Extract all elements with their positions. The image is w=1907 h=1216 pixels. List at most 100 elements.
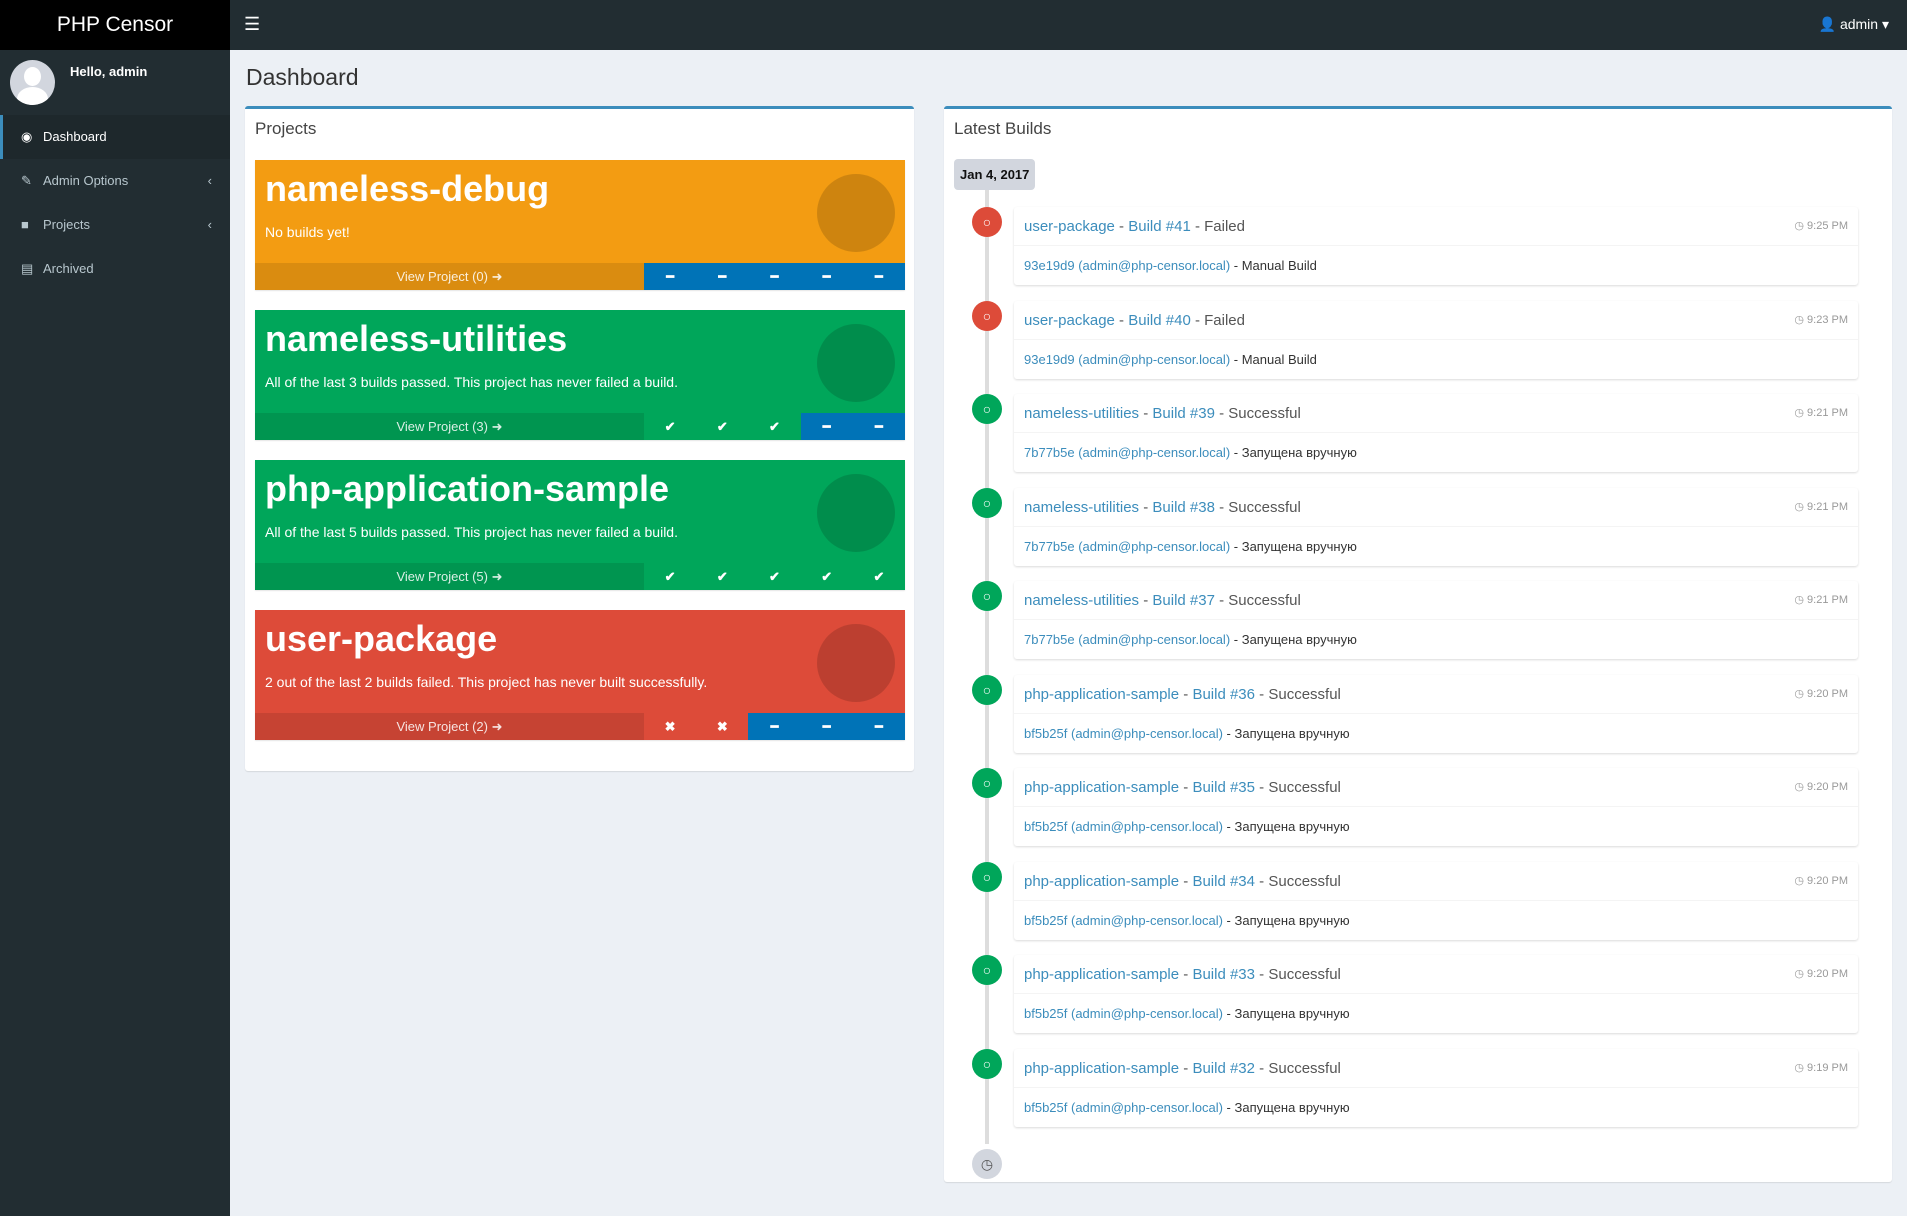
- build-link[interactable]: Build #35: [1192, 779, 1255, 796]
- build-source: Запущена вручную: [1234, 725, 1350, 741]
- view-project-link[interactable]: View Project (5) ➜: [255, 563, 644, 590]
- project-link[interactable]: nameless-utilities: [1024, 498, 1140, 516]
- build-link[interactable]: Build #38: [1152, 498, 1215, 516]
- build-status-ok[interactable]: ✔: [696, 563, 749, 590]
- build-link[interactable]: Build #40: [1128, 311, 1191, 329]
- build-status-none[interactable]: ━: [748, 713, 801, 740]
- build-status-ok[interactable]: ✔: [852, 563, 906, 590]
- view-project-link[interactable]: View Project (3) ➜: [255, 413, 644, 440]
- build-status-ok[interactable]: ✔: [644, 413, 697, 440]
- build-status-fail[interactable]: ✖: [696, 713, 749, 740]
- build-status-none[interactable]: ━: [748, 263, 801, 290]
- build-link[interactable]: Build #33: [1192, 966, 1255, 983]
- view-project-link[interactable]: View Project (2) ➜: [255, 713, 644, 740]
- build-link[interactable]: Build #41: [1128, 218, 1191, 235]
- greeting: Hello, admin: [70, 64, 148, 79]
- archive-icon: ▤: [21, 261, 34, 276]
- build-status-ok[interactable]: ✔: [748, 413, 801, 440]
- build-status-none[interactable]: ━: [852, 713, 906, 740]
- project-name[interactable]: nameless-debug: [265, 168, 550, 209]
- latest-builds-box: Latest Builds Jan 4, 2017 ○ user-package…: [944, 106, 1892, 1182]
- commit-link[interactable]: 93e19d9 (admin@php-censor.local): [1024, 351, 1231, 367]
- arrow-circle-right-icon: ➜: [491, 419, 503, 434]
- sidebar-item-admin-options[interactable]: ✎ Admin Options ‹: [0, 159, 230, 203]
- project-link[interactable]: nameless-utilities: [1024, 405, 1140, 422]
- project-name[interactable]: nameless-utilities: [265, 318, 568, 359]
- view-project-link[interactable]: View Project (0) ➜: [255, 263, 644, 290]
- build-time: ◷ 9:21 PM: [1794, 407, 1848, 419]
- project-card: user-package 2 out of the last 2 builds …: [255, 610, 906, 740]
- commit-link[interactable]: bf5b25f (admin@php-censor.local): [1024, 819, 1223, 834]
- project-link[interactable]: nameless-utilities: [1024, 592, 1140, 609]
- build-source: Запущена вручную: [1234, 819, 1350, 834]
- project-name[interactable]: php-application-sample: [265, 468, 670, 509]
- commit-link[interactable]: 7b77b5e (admin@php-censor.local): [1024, 538, 1231, 554]
- timeline-item: ○ nameless-utilities - Build #37 - Succe…: [944, 581, 1892, 674]
- build-status-ok[interactable]: ✔: [748, 563, 801, 590]
- timeline-item: ○ php-application-sample - Build #34 - S…: [944, 861, 1892, 955]
- build-status-fail[interactable]: ✖: [644, 713, 697, 740]
- build-status-none[interactable]: ━: [644, 263, 697, 290]
- project-link[interactable]: php-application-sample: [1024, 966, 1180, 983]
- timeline-item: ○ php-application-sample - Build #36 - S…: [944, 674, 1892, 768]
- build-status-ok[interactable]: ✔: [696, 413, 749, 440]
- project-link[interactable]: php-application-sample: [1024, 872, 1180, 890]
- build-link[interactable]: Build #34: [1192, 872, 1255, 890]
- github-icon: ○: [972, 300, 1002, 331]
- project-link[interactable]: user-package: [1024, 218, 1115, 235]
- build-status: Successful: [1268, 685, 1341, 703]
- build-status: Successful: [1228, 498, 1301, 516]
- project-name[interactable]: user-package: [265, 618, 498, 659]
- project-link[interactable]: php-application-sample: [1024, 779, 1180, 796]
- commit-link[interactable]: 93e19d9 (admin@php-censor.local): [1024, 258, 1231, 273]
- build-status-none[interactable]: ━: [800, 713, 853, 740]
- build-status-ok[interactable]: ✔: [800, 563, 853, 590]
- sidebar-item-projects[interactable]: ■ Projects ‹: [0, 203, 230, 247]
- project-link[interactable]: user-package: [1024, 311, 1115, 329]
- build-link[interactable]: Build #39: [1152, 405, 1215, 422]
- build-status: Successful: [1268, 1059, 1341, 1077]
- page-title: Dashboard: [246, 64, 359, 90]
- build-status-none[interactable]: ━: [852, 413, 906, 440]
- github-icon: ○: [972, 487, 1002, 518]
- commit-link[interactable]: 7b77b5e (admin@php-censor.local): [1024, 445, 1231, 460]
- build-status-none[interactable]: ━: [852, 263, 906, 290]
- arrow-circle-right-icon: ➜: [491, 569, 503, 584]
- commit-link[interactable]: bf5b25f (admin@php-censor.local): [1024, 912, 1223, 928]
- build-status-none[interactable]: ━: [696, 263, 749, 290]
- github-icon: ○: [972, 581, 1002, 611]
- user-menu[interactable]: 👤 admin ▾: [1819, 16, 1889, 33]
- build-status: Successful: [1228, 405, 1301, 422]
- github-icon: ○: [972, 768, 1002, 798]
- clock-icon: ◷: [1794, 594, 1804, 606]
- commit-link[interactable]: bf5b25f (admin@php-censor.local): [1024, 1099, 1223, 1115]
- edit-icon: ✎: [21, 173, 32, 188]
- timeline-item: ○ php-application-sample - Build #33 - S…: [944, 955, 1892, 1048]
- build-link[interactable]: Build #32: [1192, 1059, 1255, 1077]
- caret-down-icon: ▾: [1881, 16, 1889, 32]
- build-link[interactable]: Build #36: [1192, 685, 1255, 703]
- timeline-item: ○ nameless-utilities - Build #38 - Succe…: [944, 487, 1892, 581]
- commit-link[interactable]: bf5b25f (admin@php-censor.local): [1024, 1006, 1223, 1021]
- github-icon: [817, 174, 895, 252]
- build-status-none[interactable]: ━: [800, 263, 853, 290]
- hamburger-icon[interactable]: ☰: [244, 14, 261, 34]
- brand-logo[interactable]: PHP Censor: [0, 0, 230, 50]
- project-description: All of the last 3 builds passed. This pr…: [265, 374, 678, 390]
- build-status-ok[interactable]: ✔: [644, 563, 697, 590]
- build-source: Manual Build: [1241, 258, 1317, 273]
- project-card: nameless-debug No builds yet! View Proje…: [255, 160, 906, 290]
- clock-icon: ◷: [1794, 220, 1804, 232]
- project-link[interactable]: php-application-sample: [1024, 685, 1180, 703]
- build-link[interactable]: Build #37: [1152, 592, 1215, 609]
- sidebar-item-dashboard[interactable]: ◉ Dashboard: [0, 115, 230, 159]
- dashboard-icon: ◉: [21, 129, 33, 144]
- github-icon: ○: [972, 955, 1002, 985]
- project-link[interactable]: php-application-sample: [1024, 1059, 1180, 1077]
- sidebar-item-archived[interactable]: ▤ Archived: [0, 247, 230, 291]
- project-description: No builds yet!: [265, 224, 350, 240]
- build-status-none[interactable]: ━: [800, 413, 853, 440]
- sidebar-item-label: Dashboard: [43, 129, 107, 144]
- commit-link[interactable]: bf5b25f (admin@php-censor.local): [1024, 725, 1223, 741]
- commit-link[interactable]: 7b77b5e (admin@php-censor.local): [1024, 632, 1231, 647]
